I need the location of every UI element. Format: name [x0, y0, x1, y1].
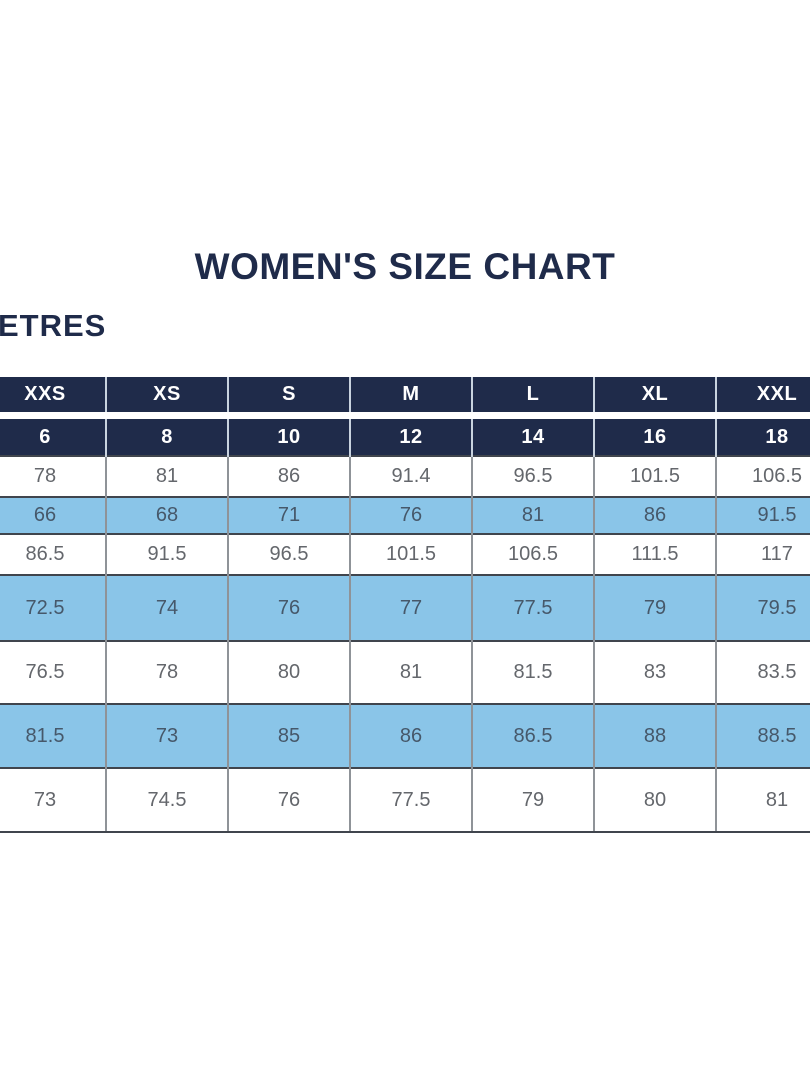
measurement-cell: 81 [715, 767, 810, 833]
size-header-row: XXS XS S M L XL XXL [0, 377, 810, 419]
measurement-cell: 86.5 [471, 703, 594, 768]
measurement-cell: 91.4 [349, 455, 472, 497]
numeric-size-cell: 8 [105, 415, 228, 456]
measurement-cell: 74 [105, 574, 228, 641]
measurement-cell: 80 [227, 640, 350, 704]
numeric-size-cell: 12 [349, 415, 472, 456]
size-header-cell: XXL [715, 377, 810, 419]
numeric-size-row: 6 8 10 12 14 16 18 [0, 415, 810, 456]
measurement-cell: 71 [227, 496, 350, 534]
measurement-cell: 86 [349, 703, 472, 768]
measurement-cell: 91.5 [105, 533, 228, 575]
measurement-cell: 79 [593, 574, 716, 641]
measurement-cell: 81 [471, 496, 594, 534]
size-table: XXS XS S M L XL XXL 6 8 10 12 14 16 18 7… [0, 377, 810, 833]
measurement-cell: 76 [227, 574, 350, 641]
measurement-cell: 86 [593, 496, 716, 534]
measurement-cell: 78 [105, 640, 228, 704]
measurement-cell: 111.5 [593, 533, 716, 575]
size-header-cell: XS [105, 377, 228, 419]
measurement-cell: 72.5 [0, 574, 106, 641]
size-header-cell: XL [593, 377, 716, 419]
measurement-cell: 79 [471, 767, 594, 833]
measurement-cell: 96.5 [471, 455, 594, 497]
measurement-cell: 78 [0, 455, 106, 497]
size-header-cell: S [227, 377, 350, 419]
measurement-cell: 76 [227, 767, 350, 833]
measurement-cell: 80 [593, 767, 716, 833]
size-header-cell: XXS [0, 377, 106, 419]
table-row: 86.5 91.5 96.5 101.5 106.5 111.5 117 [0, 533, 810, 575]
table-row: 66 68 71 76 81 86 91.5 [0, 496, 810, 534]
measurement-cell: 117 [715, 533, 810, 575]
page-title: WOMEN'S SIZE CHART [194, 246, 616, 287]
numeric-size-cell: 14 [471, 415, 594, 456]
measurement-cell: 77 [349, 574, 472, 641]
measurement-cell: 73 [105, 703, 228, 768]
measurement-cell: 76.5 [0, 640, 106, 704]
measurement-cell: 96.5 [227, 533, 350, 575]
measurement-cell: 73 [0, 767, 106, 833]
table-row: 72.5 74 76 77 77.5 79 79.5 [0, 574, 810, 641]
numeric-size-cell: 18 [715, 415, 810, 456]
measurement-cell: 83.5 [715, 640, 810, 704]
size-header-cell: M [349, 377, 472, 419]
measurement-cell: 77.5 [349, 767, 472, 833]
measurement-cell: 101.5 [593, 455, 716, 497]
measurement-cell: 81.5 [471, 640, 594, 704]
measurement-cell: 101.5 [349, 533, 472, 575]
size-header-cell: L [471, 377, 594, 419]
measurement-cell: 91.5 [715, 496, 810, 534]
measurement-cell: 77.5 [471, 574, 594, 641]
numeric-size-cell: 16 [593, 415, 716, 456]
table-row: 76.5 78 80 81 81.5 83 83.5 [0, 640, 810, 704]
measurement-cell: 79.5 [715, 574, 810, 641]
measurement-cell: 86.5 [0, 533, 106, 575]
measurement-cell: 81.5 [0, 703, 106, 768]
measurement-cell: 86 [227, 455, 350, 497]
measurement-cell: 81 [349, 640, 472, 704]
measurement-cell: 88.5 [715, 703, 810, 768]
measurement-cell: 88 [593, 703, 716, 768]
measurement-cell: 106.5 [715, 455, 810, 497]
measurement-cell: 85 [227, 703, 350, 768]
measurement-cell: 106.5 [471, 533, 594, 575]
measurement-cell: 66 [0, 496, 106, 534]
measurement-cell: 74.5 [105, 767, 228, 833]
table-row: 81.5 73 85 86 86.5 88 88.5 [0, 703, 810, 768]
size-table-wrap: XXS XS S M L XL XXL 6 8 10 12 14 16 18 7… [0, 377, 810, 833]
measurement-cell: 83 [593, 640, 716, 704]
numeric-size-cell: 6 [0, 415, 106, 456]
measurement-cell: 81 [105, 455, 228, 497]
measurement-cell: 76 [349, 496, 472, 534]
table-row: 73 74.5 76 77.5 79 80 81 [0, 767, 810, 833]
table-row: 78 81 86 91.4 96.5 101.5 106.5 [0, 455, 810, 497]
numeric-size-cell: 10 [227, 415, 350, 456]
measurement-cell: 68 [105, 496, 228, 534]
unit-label: ETRES [0, 308, 107, 343]
